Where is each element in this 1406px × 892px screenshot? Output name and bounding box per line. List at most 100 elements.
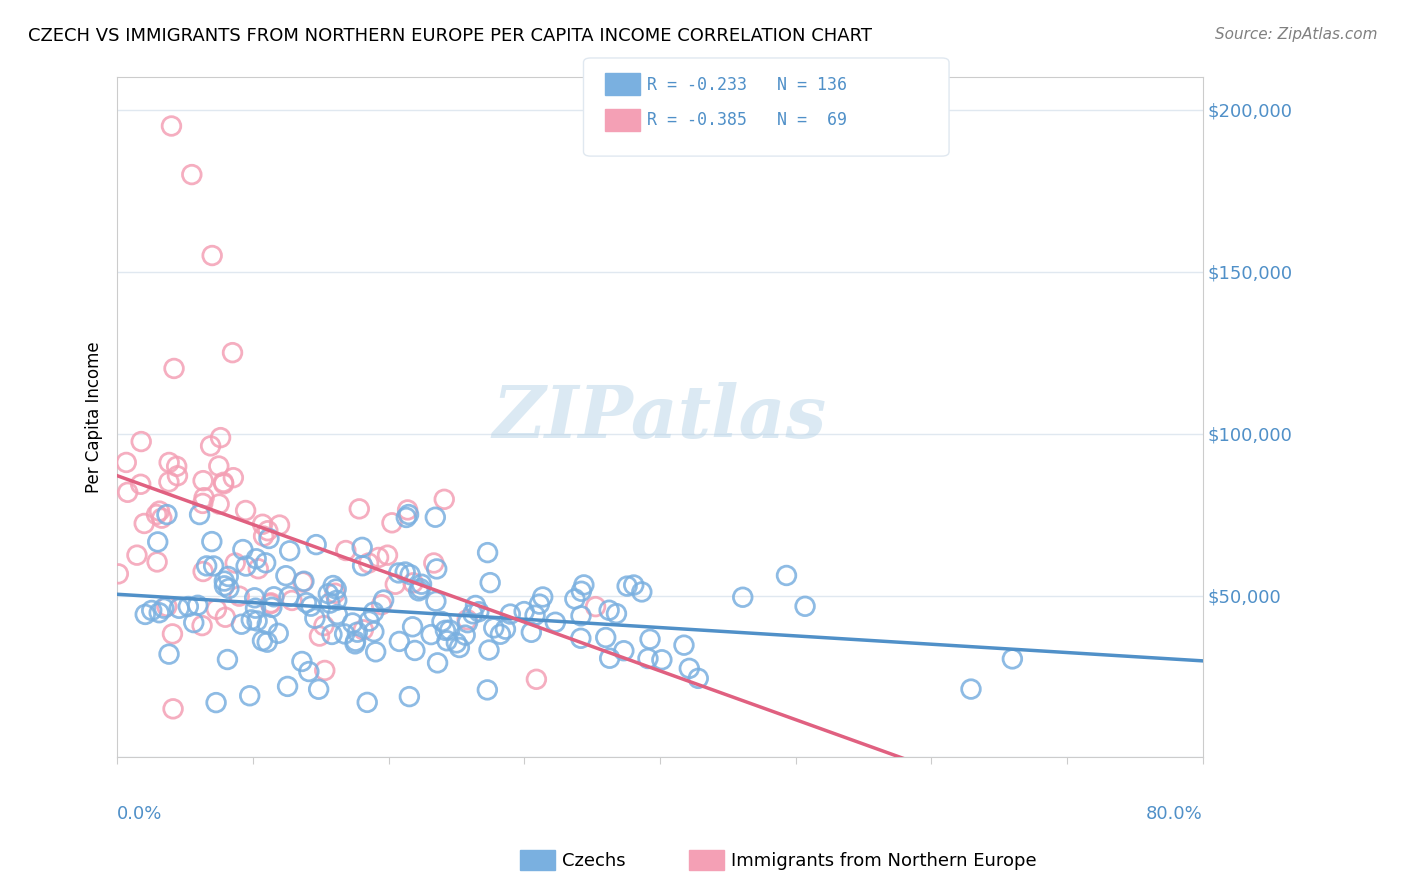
- Point: [423, 556, 446, 570]
- Point: [247, 562, 270, 576]
- Point: [464, 599, 486, 613]
- Point: [187, 599, 209, 613]
- Point: [426, 562, 449, 576]
- Point: [364, 645, 387, 659]
- Point: [526, 673, 548, 687]
- Point: [477, 682, 499, 697]
- Point: [373, 593, 395, 607]
- Point: [395, 510, 418, 524]
- Point: [166, 468, 188, 483]
- Point: [291, 655, 314, 669]
- Point: [156, 508, 179, 522]
- Point: [494, 622, 516, 636]
- Point: [531, 590, 554, 604]
- Point: [235, 559, 257, 574]
- Point: [214, 574, 236, 588]
- Point: [191, 474, 214, 488]
- Point: [260, 596, 283, 610]
- Point: [195, 558, 218, 573]
- Point: [157, 647, 180, 661]
- Point: [146, 555, 169, 569]
- Point: [148, 504, 170, 518]
- Point: [183, 615, 205, 630]
- Point: [326, 593, 349, 607]
- Point: [256, 635, 278, 649]
- Point: [398, 508, 420, 522]
- Point: [426, 656, 449, 670]
- Point: [381, 516, 404, 530]
- Point: [564, 591, 586, 606]
- Point: [201, 248, 224, 262]
- Point: [256, 617, 278, 632]
- Point: [277, 680, 299, 694]
- Point: [153, 601, 176, 615]
- Point: [409, 582, 432, 596]
- Point: [318, 587, 340, 601]
- Point: [425, 510, 447, 524]
- Point: [134, 516, 156, 531]
- Point: [217, 652, 239, 666]
- Point: [404, 643, 426, 657]
- Point: [638, 632, 661, 647]
- Point: [180, 168, 202, 182]
- Point: [224, 556, 246, 570]
- Point: [731, 591, 754, 605]
- Point: [305, 538, 328, 552]
- Point: [145, 508, 167, 522]
- Text: 0.0%: 0.0%: [117, 805, 163, 823]
- Point: [489, 627, 512, 641]
- Point: [260, 600, 283, 615]
- Point: [239, 689, 262, 703]
- Point: [208, 497, 231, 511]
- Point: [254, 556, 277, 570]
- Point: [308, 682, 330, 697]
- Point: [396, 503, 419, 517]
- Point: [433, 492, 456, 507]
- Point: [1001, 652, 1024, 666]
- Point: [775, 568, 797, 582]
- Point: [436, 633, 458, 648]
- Point: [370, 598, 392, 612]
- Point: [461, 607, 484, 621]
- Point: [245, 551, 267, 566]
- Text: Czechs: Czechs: [562, 852, 626, 870]
- Point: [599, 651, 621, 665]
- Point: [446, 636, 468, 650]
- Point: [201, 534, 224, 549]
- Point: [281, 593, 304, 607]
- Point: [377, 548, 399, 562]
- Point: [157, 455, 180, 469]
- Point: [129, 477, 152, 491]
- Point: [156, 599, 179, 614]
- Point: [401, 620, 423, 634]
- Point: [292, 574, 315, 589]
- Point: [163, 361, 186, 376]
- Point: [299, 599, 322, 614]
- Point: [228, 589, 250, 603]
- Text: R = -0.233   N = 136: R = -0.233 N = 136: [647, 76, 846, 94]
- Point: [166, 459, 188, 474]
- Text: CZECH VS IMMIGRANTS FROM NORTHERN EUROPE PER CAPITA INCOME CORRELATION CHART: CZECH VS IMMIGRANTS FROM NORTHERN EUROPE…: [28, 27, 872, 45]
- Point: [651, 653, 673, 667]
- Point: [456, 613, 478, 627]
- Point: [129, 434, 152, 449]
- Point: [217, 569, 239, 583]
- Point: [214, 579, 236, 593]
- Point: [454, 628, 477, 642]
- Point: [167, 601, 190, 615]
- Point: [125, 548, 148, 562]
- Point: [208, 458, 231, 473]
- Point: [425, 594, 447, 608]
- Point: [263, 590, 285, 604]
- Point: [193, 491, 215, 505]
- Point: [191, 618, 214, 632]
- Point: [160, 119, 183, 133]
- Point: [408, 583, 430, 598]
- Point: [363, 624, 385, 639]
- Point: [256, 524, 278, 538]
- Point: [630, 585, 652, 599]
- Point: [352, 558, 374, 573]
- Point: [269, 518, 291, 533]
- Point: [218, 582, 240, 596]
- Point: [439, 623, 461, 637]
